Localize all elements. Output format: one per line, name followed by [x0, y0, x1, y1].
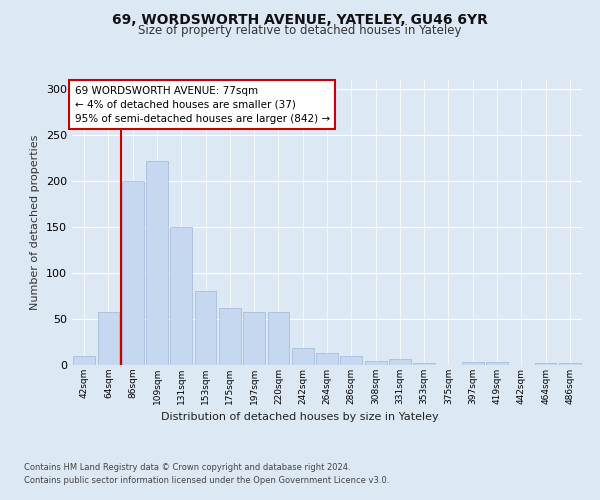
Text: Size of property relative to detached houses in Yateley: Size of property relative to detached ho… — [138, 24, 462, 37]
Bar — [389, 360, 411, 365]
Text: Distribution of detached houses by size in Yateley: Distribution of detached houses by size … — [161, 412, 439, 422]
Bar — [340, 356, 362, 365]
Text: Contains public sector information licensed under the Open Government Licence v3: Contains public sector information licen… — [24, 476, 389, 485]
Bar — [413, 363, 435, 365]
Y-axis label: Number of detached properties: Number of detached properties — [31, 135, 40, 310]
Text: 69, WORDSWORTH AVENUE, YATELEY, GU46 6YR: 69, WORDSWORTH AVENUE, YATELEY, GU46 6YR — [112, 12, 488, 26]
Bar — [268, 312, 289, 365]
Bar — [194, 292, 217, 365]
Bar — [146, 161, 168, 365]
Bar — [365, 362, 386, 365]
Bar — [73, 356, 95, 365]
Bar — [486, 362, 508, 365]
Bar — [97, 312, 119, 365]
Text: Contains HM Land Registry data © Crown copyright and database right 2024.: Contains HM Land Registry data © Crown c… — [24, 462, 350, 471]
Bar — [170, 227, 192, 365]
Bar — [462, 362, 484, 365]
Bar — [559, 363, 581, 365]
Bar — [122, 181, 143, 365]
Text: 69 WORDSWORTH AVENUE: 77sqm
← 4% of detached houses are smaller (37)
95% of semi: 69 WORDSWORTH AVENUE: 77sqm ← 4% of deta… — [74, 86, 329, 124]
Bar — [535, 363, 556, 365]
Bar — [316, 353, 338, 365]
Bar — [243, 312, 265, 365]
Bar — [292, 348, 314, 365]
Bar — [219, 308, 241, 365]
